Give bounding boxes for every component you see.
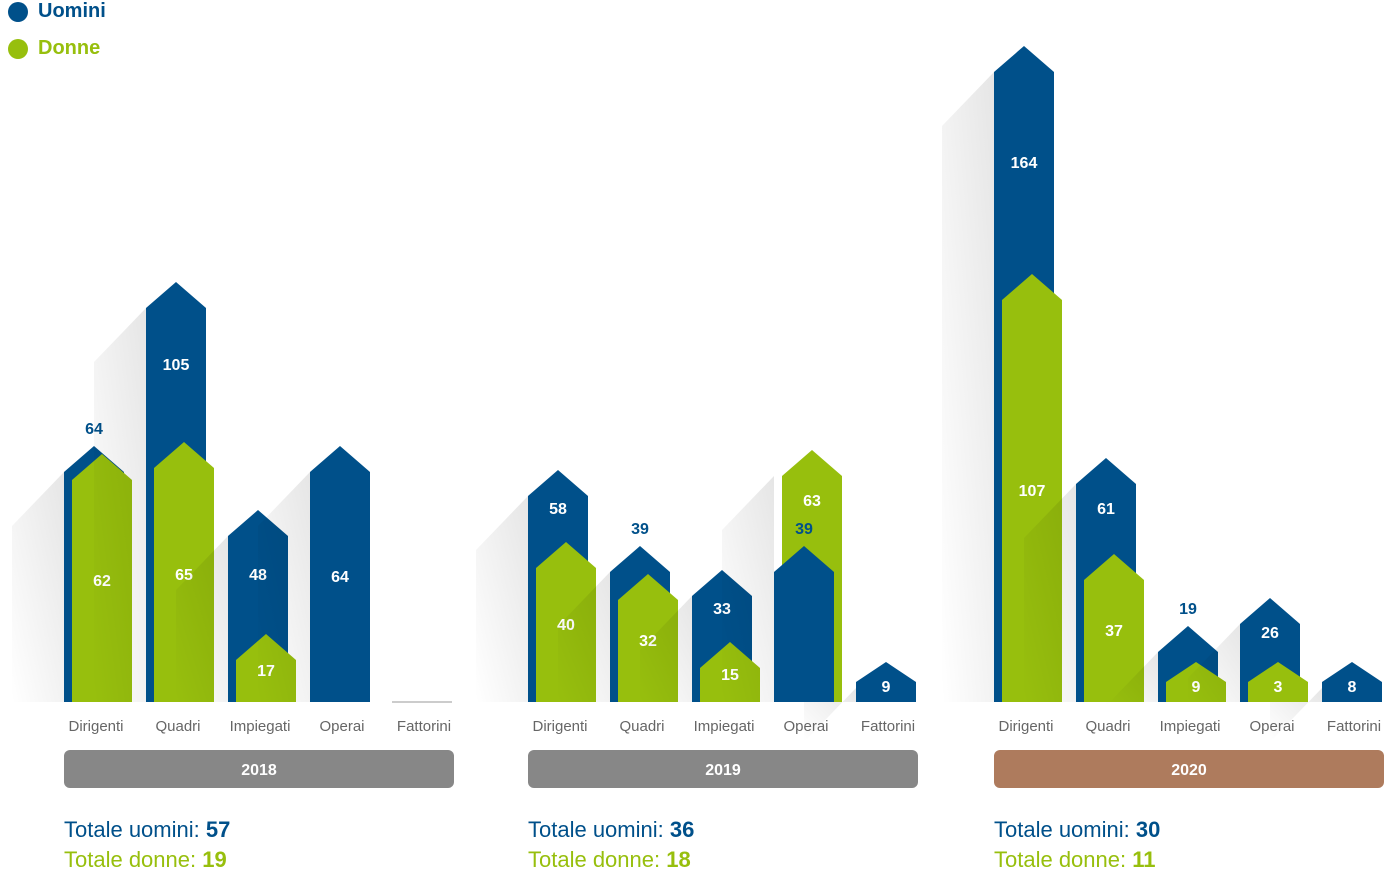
category-label: Quadri bbox=[1085, 718, 1130, 735]
totals-2018: Totale uomini: 57 Totale donne: 19 bbox=[64, 815, 230, 875]
bar-shadow bbox=[558, 572, 610, 702]
totals-women-2019: Totale donne: 18 bbox=[528, 845, 694, 875]
totals-women-2020: Totale donne: 11 bbox=[994, 845, 1160, 875]
bar-shadow bbox=[1106, 652, 1158, 706]
totals-women-label: Totale donne: bbox=[994, 847, 1127, 872]
totals-women-value: 19 bbox=[202, 847, 227, 872]
totals-women-2018: Totale donne: 19 bbox=[64, 845, 230, 875]
year-label-2019: 2019 bbox=[705, 762, 741, 779]
value-label-uomini: 64 bbox=[331, 569, 349, 586]
category-label: Fattorini bbox=[861, 718, 915, 735]
totals-men-value: 57 bbox=[205, 817, 231, 842]
value-label-uomini: 61 bbox=[1097, 501, 1115, 518]
totals-men-label: Totale uomini: bbox=[528, 817, 664, 842]
bar-shadow bbox=[476, 496, 528, 702]
category-label: Dirigenti bbox=[998, 718, 1053, 735]
category-label: Quadri bbox=[619, 718, 664, 735]
value-label-uomini: 39 bbox=[631, 521, 649, 538]
value-label-donne: 3 bbox=[1274, 679, 1283, 696]
category-label: Impiegati bbox=[694, 718, 755, 735]
bar-uomini-operai-2018 bbox=[310, 446, 370, 702]
bar-shadow bbox=[640, 596, 692, 702]
bar-uomini-fattorini-2020 bbox=[1322, 662, 1382, 702]
bar-shadow bbox=[1024, 484, 1076, 702]
legend-label-uomini: Uomini bbox=[38, 0, 106, 22]
year-band-2018 bbox=[64, 750, 454, 788]
totals-men-label: Totale uomini: bbox=[994, 817, 1130, 842]
value-label-uomini: 39 bbox=[795, 521, 813, 538]
totals-2020: Totale uomini: 30 Totale donne: 11 bbox=[994, 815, 1160, 875]
value-label-donne: 107 bbox=[1019, 483, 1046, 500]
totals-2019: Totale uomini: 36 Totale donne: 18 bbox=[528, 815, 694, 875]
value-label-donne: 37 bbox=[1105, 623, 1123, 640]
bar-shadow bbox=[258, 472, 310, 702]
bar-shadow bbox=[942, 72, 994, 702]
totals-men-2019: Totale uomini: 36 bbox=[528, 815, 694, 845]
bar-shadow bbox=[722, 476, 774, 702]
value-label-uomini: 164 bbox=[1011, 155, 1038, 172]
totals-men-2018: Totale uomini: 57 bbox=[64, 815, 230, 845]
bar-uomini-fattorini-2019 bbox=[856, 662, 916, 702]
bar-donne-quadri-2020 bbox=[1084, 554, 1144, 702]
value-label-uomini: 8 bbox=[1348, 679, 1357, 696]
value-label-uomini: 58 bbox=[549, 501, 567, 518]
bar-uomini-operai-2019 bbox=[774, 546, 834, 702]
category-label: Impiegati bbox=[1160, 718, 1221, 735]
bar-shadow bbox=[804, 688, 856, 742]
legend-dot-uomini bbox=[8, 1, 28, 22]
year-label-2020: 2020 bbox=[1171, 762, 1207, 779]
totals-men-value: 36 bbox=[669, 817, 695, 842]
legend-dot-donne bbox=[8, 38, 28, 59]
bar-shadow bbox=[176, 536, 228, 702]
category-label: Fattorini bbox=[397, 718, 451, 735]
category-label: Operai bbox=[319, 718, 364, 735]
category-label: Impiegati bbox=[230, 718, 291, 735]
bar-shadow bbox=[1270, 688, 1322, 742]
bar-shadow bbox=[94, 308, 146, 702]
bar-shadow bbox=[12, 472, 64, 702]
legend-donne: Donne bbox=[8, 37, 100, 60]
year-band-2020 bbox=[994, 750, 1384, 788]
totals-women-label: Totale donne: bbox=[64, 847, 197, 872]
value-label-uomini: 19 bbox=[1179, 601, 1197, 618]
totals-women-value: 18 bbox=[666, 847, 691, 872]
category-label: Quadri bbox=[155, 718, 200, 735]
category-label: Dirigenti bbox=[68, 718, 123, 735]
value-label-uomini: 9 bbox=[882, 679, 891, 696]
bar-donne-operai-2020 bbox=[1248, 662, 1308, 702]
totals-men-value: 30 bbox=[1135, 817, 1161, 842]
legend-label-donne: Donne bbox=[38, 37, 101, 59]
category-label: Dirigenti bbox=[532, 718, 587, 735]
year-band-2019 bbox=[528, 750, 918, 788]
year-label-2018: 2018 bbox=[241, 762, 277, 779]
totals-women-value: 11 bbox=[1132, 847, 1156, 872]
category-label: Fattorini bbox=[1327, 718, 1381, 735]
legend-uomini: Uomini bbox=[8, 0, 106, 23]
bar-shadow bbox=[1188, 624, 1240, 702]
totals-men-2020: Totale uomini: 30 bbox=[994, 815, 1160, 845]
value-label-uomini: 26 bbox=[1261, 625, 1279, 642]
totals-women-label: Totale donne: bbox=[528, 847, 661, 872]
value-label-donne: 63 bbox=[803, 493, 821, 510]
value-label-uomini: 105 bbox=[163, 357, 190, 374]
totals-men-label: Totale uomini: bbox=[64, 817, 200, 842]
